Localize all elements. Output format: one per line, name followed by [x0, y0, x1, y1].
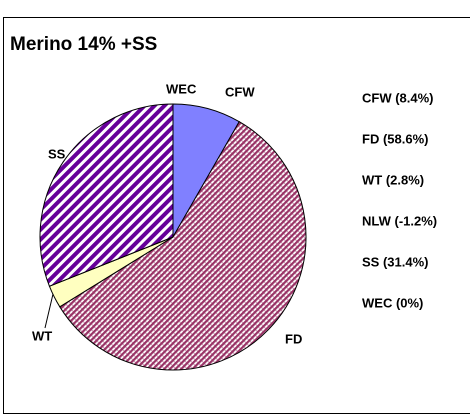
pie-slice [39, 103, 174, 287]
legend-label: NLW (-1.2%) [362, 213, 437, 228]
slice-label: WEC [166, 81, 197, 96]
slice-label: CFW [225, 84, 255, 99]
legend-label: WEC (0%) [362, 295, 423, 310]
legend-label: CFW (8.4%) [362, 90, 434, 105]
legend-label: WT (2.8%) [362, 172, 424, 187]
slice-label: WT [32, 328, 52, 343]
pie-slice [59, 120, 307, 371]
chart-title: Merino 14% +SS [10, 34, 157, 55]
legend-label: SS (31.4%) [362, 254, 428, 269]
leader-line [44, 293, 54, 329]
slice-label: SS [48, 146, 66, 161]
legend-label: FD (58.6%) [362, 131, 428, 146]
slice-label: FD [285, 331, 302, 346]
